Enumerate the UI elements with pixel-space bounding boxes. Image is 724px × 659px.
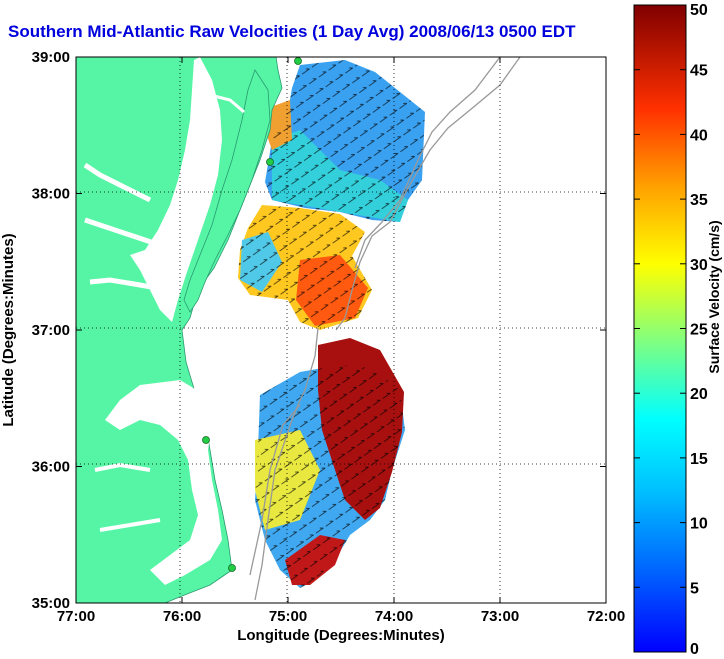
- x-tick-label: 74:00: [375, 608, 413, 625]
- y-axis-label: Latitude (Degrees:Minutes): [0, 233, 17, 426]
- y-axis-ticks: 39:00 38:00 37:00 36:00 35:00: [32, 49, 606, 612]
- y-tick-label: 35:00: [32, 595, 70, 612]
- chesapeake-bay: [130, 57, 222, 322]
- colorbar-tick-label: 15: [690, 451, 708, 468]
- x-tick-label: 76:00: [163, 608, 201, 625]
- colorbar-tick-label: 5: [690, 580, 699, 597]
- map-area: [76, 57, 606, 603]
- x-tick-label: 73:00: [481, 608, 519, 625]
- colorbar-tick-label: 45: [690, 63, 708, 80]
- y-tick-label: 38:00: [32, 186, 70, 203]
- x-tick-label: 77:00: [57, 608, 95, 625]
- colorbar-tick-label: 25: [690, 322, 708, 339]
- station-marker: [266, 158, 274, 166]
- y-tick-label: 37:00: [32, 322, 70, 339]
- delmarva-peninsula: [183, 69, 271, 313]
- station-marker: [294, 57, 302, 65]
- map-title: Southern Mid-Atlantic Raw Velocities (1 …: [8, 22, 576, 41]
- station-marker: [228, 564, 236, 572]
- x-tick-label: 72:00: [587, 608, 625, 625]
- velocity-field: [238, 60, 425, 588]
- x-axis-ticks: 77:00 76:00 75:00 74:00 73:00 72:00: [57, 57, 625, 625]
- y-tick-label: 39:00: [32, 49, 70, 66]
- station-marker: [202, 436, 210, 444]
- radar-stations: [202, 57, 302, 572]
- colorbar-tick-label: 40: [690, 127, 708, 144]
- y-tick-label: 36:00: [32, 459, 70, 476]
- colorbar-tick-label: 35: [690, 192, 708, 209]
- bathymetry-contours: [249, 57, 521, 601]
- colorbar-tick-label: 30: [690, 257, 708, 274]
- grid: [76, 57, 606, 603]
- pamlico-sound: [105, 380, 222, 585]
- colorbar-tick-label: 0: [690, 641, 699, 658]
- colorbar-tick-label: 50: [690, 2, 708, 19]
- colorbar-tick-label: 20: [690, 386, 708, 403]
- colorbar-label: Surface Velocity (cm/s): [706, 220, 722, 373]
- colorbar-tick-label: 10: [690, 516, 708, 533]
- colorbar: [633, 4, 687, 653]
- x-tick-label: 75:00: [269, 608, 307, 625]
- land: [76, 57, 283, 603]
- x-axis-label: Longitude (Degrees:Minutes): [237, 627, 445, 644]
